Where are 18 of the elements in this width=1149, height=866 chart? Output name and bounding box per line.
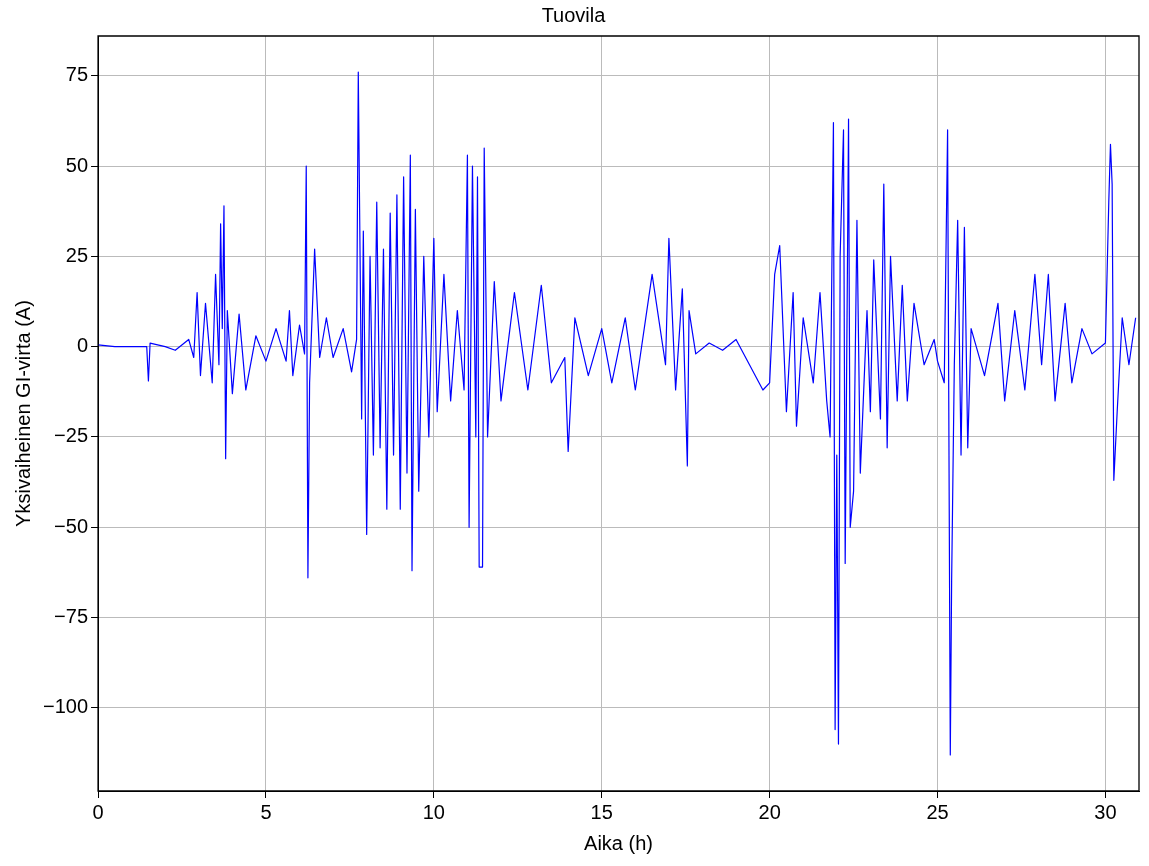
y-axis-title: Yksivaiheinen GI-virta (A) — [11, 300, 34, 527]
y-tick-label: −100 — [42, 695, 89, 718]
x-tick-label: 20 — [758, 800, 781, 823]
y-tick-label: 25 — [65, 243, 89, 266]
y-tick-label: 50 — [65, 153, 89, 176]
x-tick-label: 30 — [1094, 800, 1117, 823]
y-tick-label: −25 — [54, 424, 89, 447]
x-axis-title: Aika (h) — [584, 831, 653, 854]
x-tick-label: 5 — [260, 800, 272, 823]
chart-title: Tuovila — [541, 3, 607, 26]
x-tick-label: 15 — [590, 800, 613, 823]
x-tick-label: 0 — [92, 800, 104, 823]
y-tick-label: −50 — [54, 514, 89, 537]
y-tick-label: 0 — [76, 334, 89, 357]
y-tick-label: −75 — [54, 605, 89, 628]
x-tick-label: 25 — [926, 800, 949, 823]
x-tick-label: 10 — [422, 800, 445, 823]
y-tick-label: 75 — [65, 63, 89, 86]
